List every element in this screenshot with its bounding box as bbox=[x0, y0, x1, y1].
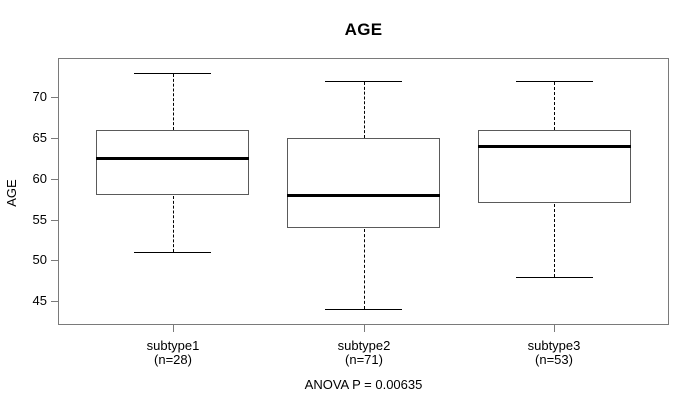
whisker-upper bbox=[554, 82, 555, 130]
x-tick-mark bbox=[173, 325, 174, 332]
whisker-upper bbox=[173, 74, 174, 130]
y-tick-label: 45 bbox=[32, 293, 47, 308]
y-tick-mark bbox=[51, 301, 58, 302]
y-tick-mark bbox=[51, 179, 58, 180]
group-label: subtype2 bbox=[337, 338, 391, 353]
x-tick-mark bbox=[364, 325, 365, 332]
group-label-block: subtype2 (n=71) bbox=[289, 339, 439, 367]
whisker-lower bbox=[173, 196, 174, 252]
median-line bbox=[96, 157, 249, 160]
y-tick-label: 70 bbox=[32, 89, 47, 104]
y-tick-label: 50 bbox=[32, 252, 47, 267]
group-sublabel: (n=53) bbox=[535, 352, 573, 367]
whisker-cap-bottom bbox=[325, 309, 402, 310]
whisker-cap-top bbox=[516, 81, 593, 82]
group-sublabel: (n=71) bbox=[345, 352, 383, 367]
y-tick-mark bbox=[51, 220, 58, 221]
y-tick-label: 65 bbox=[32, 130, 47, 145]
group-label-block: subtype1 (n=28) bbox=[98, 339, 248, 367]
x-tick-mark bbox=[554, 325, 555, 332]
whisker-lower bbox=[554, 204, 555, 277]
whisker-cap-bottom bbox=[134, 252, 211, 253]
whisker-cap-top bbox=[325, 81, 402, 82]
whisker-lower bbox=[364, 229, 365, 309]
iqr-box bbox=[478, 130, 631, 203]
group-label-block: subtype3 (n=53) bbox=[479, 339, 629, 367]
iqr-box bbox=[287, 138, 440, 228]
chart-title: AGE bbox=[344, 20, 383, 39]
y-tick-mark bbox=[51, 97, 58, 98]
median-line bbox=[478, 145, 631, 148]
group-label: subtype3 bbox=[527, 338, 581, 353]
y-tick-label: 55 bbox=[32, 212, 47, 227]
y-tick-mark bbox=[51, 138, 58, 139]
whisker-upper bbox=[364, 82, 365, 138]
y-tick-mark bbox=[51, 260, 58, 261]
group-sublabel: (n=28) bbox=[154, 352, 192, 367]
anova-annotation: ANOVA P = 0.00635 bbox=[304, 377, 423, 392]
whisker-cap-bottom bbox=[516, 277, 593, 278]
y-tick-label: 60 bbox=[32, 171, 47, 186]
group-label: subtype1 bbox=[146, 338, 200, 353]
whisker-cap-top bbox=[134, 73, 211, 74]
iqr-box bbox=[96, 130, 249, 195]
median-line bbox=[287, 194, 440, 197]
